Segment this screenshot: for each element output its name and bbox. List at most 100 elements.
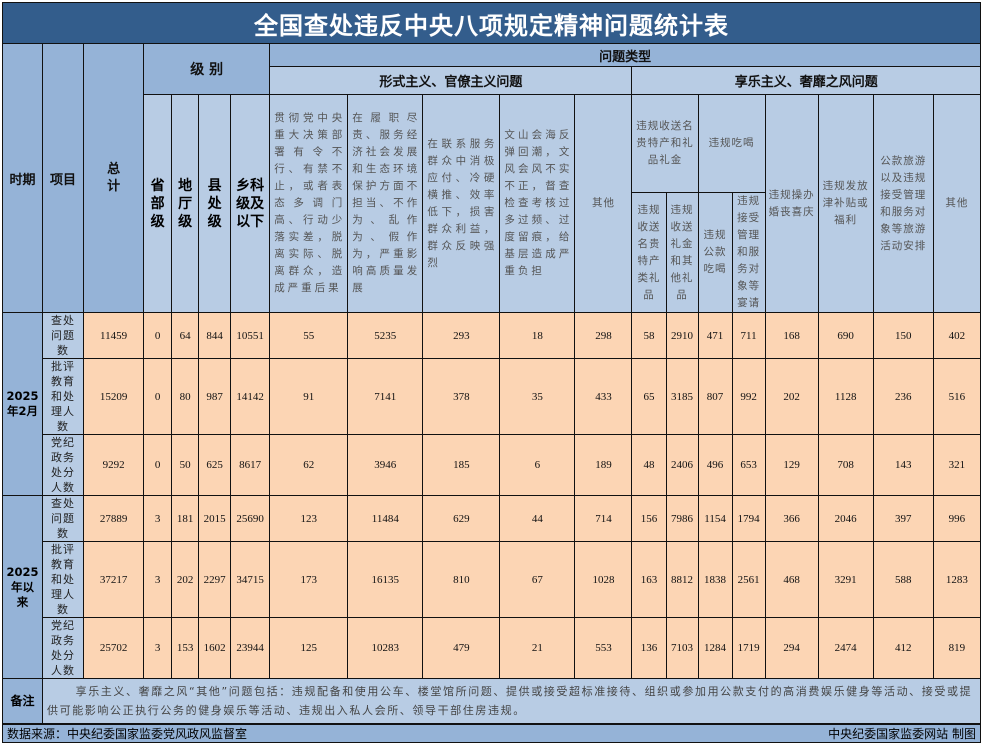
table-row: 2025年以来 查处问题数 27889 3 181 2015 25690 123 11484 62…	[1, 495, 982, 679]
value-cell: 156	[631, 495, 667, 542]
value-cell: 62	[269, 434, 349, 496]
value-cell: 8812	[665, 541, 699, 618]
value-cell: 18	[499, 312, 576, 359]
value-cell: 629	[422, 495, 501, 542]
value-cell: 2015	[198, 495, 232, 542]
value-cell: 996	[932, 495, 982, 542]
value-cell: 9292	[83, 434, 145, 496]
value-cell: 1154	[697, 495, 733, 542]
value-cell: 714	[574, 495, 633, 542]
header-formalism-col-3: 在联系服务群众中消极应付、冷硬横推、效率低下，损害群众利益，群众反映强烈	[422, 94, 501, 313]
value-cell: 992	[731, 358, 766, 435]
value-cell: 819	[932, 617, 982, 679]
value-cell: 27889	[83, 495, 145, 542]
value-cell: 34715	[230, 541, 271, 618]
value-cell: 1602	[198, 617, 232, 679]
value-cell: 1128	[817, 358, 874, 435]
value-cell: 123	[269, 495, 349, 542]
value-cell: 294	[764, 617, 819, 679]
value-cell: 136	[631, 617, 667, 679]
value-cell: 21	[499, 617, 576, 679]
value-cell: 625	[198, 434, 232, 496]
value-cell: 3	[143, 541, 173, 618]
value-cell: 7986	[665, 495, 699, 542]
value-cell: 496	[697, 434, 733, 496]
header-total: 总计	[83, 43, 145, 313]
value-cell: 1028	[574, 541, 633, 618]
value-cell: 2297	[198, 541, 232, 618]
note-text: 享乐主义、奢靡之风“其他”问题包括：违规配备和使用公车、楼堂馆所问题、提供或接受…	[42, 678, 981, 724]
value-cell: 471	[697, 312, 733, 359]
item-cell: 党纪政务处分人数	[42, 617, 85, 679]
item-cell: 批评教育和处理人数	[42, 541, 85, 618]
header-dining: 违规吃喝	[697, 94, 766, 193]
value-cell: 293	[422, 312, 501, 359]
value-cell: 14142	[230, 358, 271, 435]
value-cell: 433	[574, 358, 633, 435]
value-cell: 3946	[347, 434, 424, 496]
value-cell: 516	[932, 358, 982, 435]
value-cell: 91	[269, 358, 349, 435]
value-cell: 11484	[347, 495, 424, 542]
value-cell: 2406	[665, 434, 699, 496]
value-cell: 7141	[347, 358, 424, 435]
item-cell: 党纪政务处分人数	[42, 434, 85, 496]
value-cell: 402	[932, 312, 982, 359]
header-gifts: 违规收送名贵特产和礼品礼金	[631, 94, 699, 193]
header-level-prefecture: 地厅级	[171, 94, 200, 313]
value-cell: 11459	[83, 312, 145, 359]
note-label: 备注	[2, 678, 43, 724]
item-cell: 查处问题数	[42, 495, 85, 542]
value-cell: 987	[198, 358, 232, 435]
value-cell: 1284	[697, 617, 733, 679]
value-cell: 44	[499, 495, 576, 542]
header-allowances: 违规发放津补贴或福利	[817, 94, 874, 313]
header-hedonism-other: 其他	[932, 94, 982, 313]
value-cell: 10283	[347, 617, 424, 679]
value-cell: 163	[631, 541, 667, 618]
value-cell: 0	[143, 358, 173, 435]
header-period: 时期	[1, 43, 44, 313]
value-cell: 844	[198, 312, 232, 359]
value-cell: 125	[269, 617, 349, 679]
value-cell: 25702	[83, 617, 145, 679]
value-cell: 8617	[230, 434, 271, 496]
header-travel: 公款旅游以及违规接受管理和服务对象等旅游活动安排	[872, 94, 934, 313]
value-cell: 807	[697, 358, 733, 435]
value-cell: 2046	[817, 495, 874, 542]
value-cell: 7103	[665, 617, 699, 679]
value-cell: 1794	[731, 495, 766, 542]
period-cell: 2025年2月	[1, 312, 44, 496]
value-cell: 16135	[347, 541, 424, 618]
value-cell: 143	[872, 434, 934, 496]
statistics-table: 全国查处违反中央八项规定精神问题统计表 时期 项目 总计 级 别 问题类型 形式…	[1, 2, 982, 679]
value-cell: 10551	[230, 312, 271, 359]
value-cell: 468	[764, 541, 819, 618]
value-cell: 0	[143, 312, 173, 359]
table-row: 党纪政务处分人数 9292 0 50 625 8617 62 3946 185 6 189 48 240…	[3, 434, 982, 496]
value-cell: 298	[574, 312, 633, 359]
value-cell: 55	[269, 312, 349, 359]
value-cell: 25690	[230, 495, 271, 542]
value-cell: 397	[872, 495, 934, 542]
header-level-township: 乡科级及以下	[230, 94, 271, 313]
header-dining-banquets: 违规接受管理和服务对象等宴请	[731, 192, 766, 313]
value-cell: 37217	[83, 541, 145, 618]
value-cell: 173	[269, 541, 349, 618]
header-dining-public-funds: 违规公款吃喝	[697, 192, 733, 313]
value-cell: 810	[422, 541, 501, 618]
header-level-county: 县处级	[198, 94, 232, 313]
header-weddings-funerals: 违规操办婚丧喜庆	[764, 94, 819, 313]
header-gifts-specialties: 违规收送名贵特产类礼品	[631, 192, 667, 313]
value-cell: 412	[872, 617, 934, 679]
header-formalism-other: 其他	[574, 94, 633, 313]
value-cell: 1838	[697, 541, 733, 618]
value-cell: 150	[872, 312, 934, 359]
value-cell: 202	[171, 541, 200, 618]
value-cell: 6	[499, 434, 576, 496]
value-cell: 5235	[347, 312, 424, 359]
value-cell: 2561	[731, 541, 766, 618]
value-cell: 65	[631, 358, 667, 435]
notes-table: 备注 享乐主义、奢靡之风“其他”问题包括：违规配备和使用公车、楼堂馆所问题、提供…	[2, 678, 981, 743]
value-cell: 129	[764, 434, 819, 496]
